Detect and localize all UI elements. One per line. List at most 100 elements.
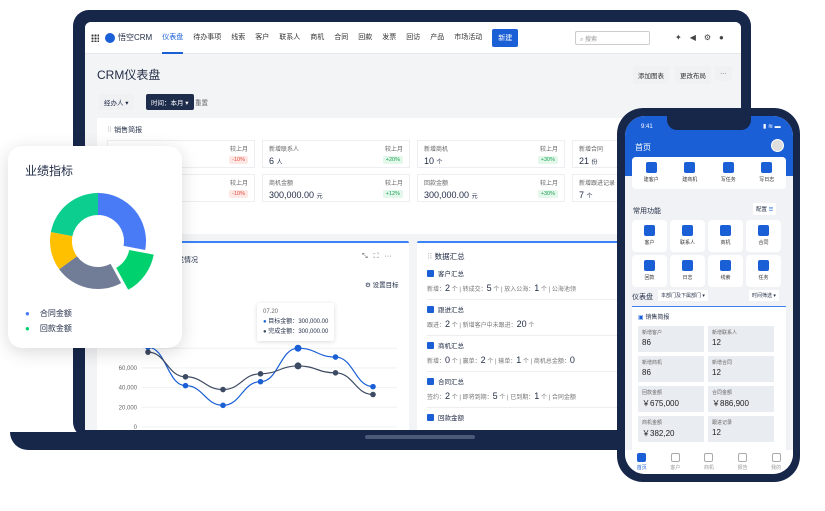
bottom-tab[interactable]: 首页 <box>625 453 658 474</box>
stat-card[interactable]: 商机金额 300,000.00 元 较上月 +12% <box>262 174 410 202</box>
avatar[interactable]: ● <box>719 33 724 42</box>
summary-title: 商机汇总 <box>438 343 464 350</box>
function-tile[interactable]: 联系人 <box>670 220 705 252</box>
mobile-stat-card[interactable]: 新增商机 86 <box>638 356 704 382</box>
function-tile[interactable]: 客户 <box>632 220 667 252</box>
nav-item[interactable]: 回访 <box>406 33 421 41</box>
tab-icon <box>704 453 714 462</box>
function-tile[interactable]: 线索 <box>708 255 743 287</box>
logo[interactable]: 悟空CRM <box>105 32 152 43</box>
compare-label: 较上月 <box>539 181 558 187</box>
status-icons: ▮ ≋ ▬ <box>763 124 781 130</box>
stat-card[interactable]: 回款金额 300,000.00 元 较上月 +30% <box>417 174 565 202</box>
mobile-stat-card[interactable]: 跟进记录 12 <box>708 416 774 442</box>
pin-icon[interactable]: ✦ <box>675 33 682 42</box>
nav-item[interactable]: 发票 <box>382 33 397 41</box>
donut-chart <box>50 193 154 290</box>
stat-card[interactable]: 新增联系人 6 人 较上月 +20% <box>262 140 410 168</box>
config-button[interactable]: 配置 ☰ <box>753 203 777 215</box>
function-icon <box>644 225 655 236</box>
data-point <box>220 386 226 393</box>
legend-dot: ● <box>25 309 30 318</box>
more-icon[interactable]: ··· <box>384 253 392 260</box>
kpi-title: 业绩指标 <box>25 164 74 178</box>
time-filter[interactable]: 时间：本月 ▾ <box>146 94 194 110</box>
speaker-icon[interactable]: ◀ <box>689 33 696 42</box>
function-tile[interactable]: 回款 <box>632 255 667 287</box>
data-point <box>294 362 302 370</box>
mobile-stat-card[interactable]: 新增客户 86 <box>638 326 704 352</box>
bottom-tab[interactable]: 我的 <box>760 453 793 474</box>
stat-card[interactable]: 新增商机 10 个 较上月 +30% <box>417 140 565 168</box>
more-button[interactable]: ··· <box>715 66 732 81</box>
mobile-stat-card[interactable]: 合同金额 ￥886,900 <box>708 386 774 412</box>
nav-item[interactable]: 产品 <box>430 33 445 41</box>
y-tick-label: 20,000 <box>119 405 138 411</box>
data-summary-title: ⠿ 数据汇总 <box>427 252 465 261</box>
change-badge: +30% <box>537 156 558 164</box>
owner-filter[interactable]: 经办人 ▾ <box>99 94 134 110</box>
stat-value: 300,000.00 元 <box>269 190 323 200</box>
add-chart-button[interactable]: 添加图表 <box>633 66 669 84</box>
summary-icon <box>427 305 434 313</box>
data-point <box>370 391 376 398</box>
bottom-tab[interactable]: 客户 <box>659 453 692 474</box>
change-badge: +30% <box>537 190 558 198</box>
nav-item[interactable]: 客户 <box>255 33 270 41</box>
nav-item[interactable]: 线索 <box>231 33 246 41</box>
common-functions-title: 常用功能 <box>633 208 661 215</box>
mobile-stat-card[interactable]: 新增合同 12 <box>708 356 774 382</box>
avatar[interactable] <box>771 139 784 152</box>
quick-action-icon <box>761 162 773 173</box>
function-icon <box>720 225 731 236</box>
dept-filter[interactable]: 本部门及下属部门 ▾ <box>658 290 708 301</box>
nav-item[interactable]: 市场活动 <box>454 33 483 41</box>
app-grid-icon[interactable] <box>91 33 99 42</box>
bottom-tab[interactable]: 商机 <box>692 453 725 474</box>
function-icon <box>758 260 769 271</box>
data-point <box>332 354 339 360</box>
sales-brief-title: ⠿ 销售简报 <box>107 127 143 134</box>
stat-value: 300,000.00 元 <box>424 190 478 200</box>
dashboard-title: 仪表盘 <box>632 294 653 301</box>
quick-action[interactable]: 建客户 <box>632 157 671 189</box>
data-point <box>257 371 264 377</box>
reset-button[interactable]: 重置 <box>195 100 208 107</box>
stat-label: 商机金额 <box>269 181 294 187</box>
search-input[interactable]: ⌕ 搜索 <box>575 31 650 45</box>
function-tile[interactable]: 任务 <box>746 255 781 287</box>
function-tile[interactable]: 商机 <box>708 220 743 252</box>
nav-item[interactable]: 商机 <box>310 33 325 41</box>
summary-title: 合同汇总 <box>438 379 464 386</box>
fullscreen-icon[interactable]: ⛶ <box>373 253 379 260</box>
gear-icon[interactable]: ⚙ <box>703 33 712 42</box>
collapse-icon[interactable]: ⤡ <box>362 253 368 260</box>
mobile-brief-title: ▣ 销售简报 <box>638 315 670 321</box>
nav-item[interactable]: 联系人 <box>279 33 301 41</box>
set-goal-button[interactable]: ⚙ 设置目标 <box>365 282 399 289</box>
function-tile[interactable]: 日志 <box>670 255 705 287</box>
legend-item: ● 合同金额 <box>25 309 72 318</box>
legend-item: ● 回款金额 <box>25 324 72 333</box>
nav-item[interactable]: 待办事项 <box>193 33 222 41</box>
donut-slice <box>116 249 154 290</box>
summary-title: 跟进汇总 <box>438 307 464 314</box>
time-filter[interactable]: 时间筛选 ▾ <box>749 290 779 301</box>
mobile-stat-card[interactable]: 新增联系人 12 <box>708 326 774 352</box>
data-point <box>294 344 302 352</box>
stat-label: 回款金额 <box>424 181 449 187</box>
function-icon <box>682 260 693 271</box>
nav-item[interactable]: 回款 <box>358 33 373 41</box>
nav-item[interactable]: 合同 <box>334 33 349 41</box>
nav-item[interactable]: 仪表盘 <box>162 22 184 54</box>
donut-slice <box>50 193 98 237</box>
quick-action[interactable]: 建商机 <box>670 157 709 189</box>
quick-action[interactable]: 写日志 <box>747 157 786 189</box>
change-layout-button[interactable]: 更改布局 <box>675 66 711 84</box>
bottom-tab[interactable]: 报告 <box>726 453 759 474</box>
quick-action[interactable]: 写任务 <box>709 157 748 189</box>
function-tile[interactable]: 合同 <box>746 220 781 252</box>
mobile-stat-card[interactable]: 商机金额 ￥382,20 <box>638 416 704 442</box>
mobile-stat-card[interactable]: 回款金额 ￥675,000 <box>638 386 704 412</box>
new-button[interactable]: 新建 <box>492 28 519 47</box>
